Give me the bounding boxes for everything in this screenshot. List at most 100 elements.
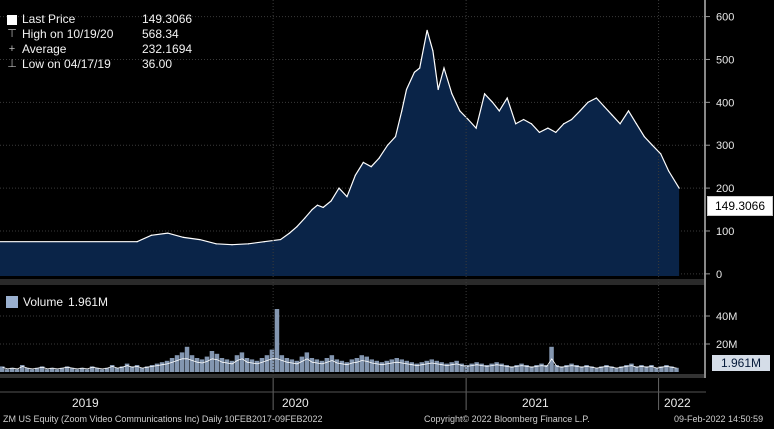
volume-bar: [599, 366, 604, 372]
price-point: [346, 196, 348, 198]
price-point: [378, 157, 380, 159]
volume-bar: [5, 369, 10, 372]
volume-bar: [134, 365, 140, 372]
volume-bar: [269, 349, 275, 372]
price-tick-label: 300: [716, 140, 734, 152]
volume-bar: [604, 365, 609, 372]
volume-bar: [144, 366, 150, 372]
volume-bar: [114, 367, 120, 372]
volume-bar: [519, 363, 524, 372]
price-tick-label: 400: [716, 97, 734, 109]
volume-bar: [404, 360, 409, 372]
legend-value: 568.34: [142, 27, 179, 41]
price-point: [405, 88, 408, 91]
axis-separator: [0, 374, 706, 378]
volume-bar: [574, 365, 579, 372]
volume-bar: [174, 355, 180, 372]
volume-bar: [369, 359, 374, 372]
price-point: [660, 153, 662, 155]
price-point: [263, 241, 265, 243]
volume-bar: [94, 367, 100, 372]
volume-bar: [639, 365, 644, 372]
price-tick-label: 0: [716, 269, 722, 281]
price-point: [538, 131, 541, 133]
price-point: [506, 97, 508, 99]
volume-bar: [374, 360, 379, 372]
volume-bar: [479, 363, 484, 372]
volume-bar: [20, 365, 25, 372]
price-point: [215, 243, 217, 245]
price-area-fill: [0, 30, 680, 276]
volume-bar: [159, 362, 165, 372]
price-tick-label: 500: [716, 54, 734, 66]
legend-value: 36.00: [142, 57, 173, 71]
price-point: [635, 123, 638, 125]
price-point: [451, 93, 453, 95]
volume-bar: [169, 358, 175, 372]
price-point: [386, 144, 389, 146]
volume-axis: 20M 40M: [704, 311, 737, 351]
legend-high: ⊤ High on 10/19/20 568.34: [6, 27, 192, 42]
volume-bar: [569, 363, 574, 372]
volume-bar: [184, 346, 190, 372]
price-point: [401, 110, 403, 112]
year-label-2019: 2019: [72, 396, 99, 410]
legend-label: Low on 04/17/19: [22, 57, 111, 71]
price-point: [678, 187, 680, 189]
volume-bar: [534, 365, 539, 372]
legend-label: High on 10/19/20: [22, 27, 114, 41]
volume-bar: [54, 369, 60, 372]
volume-bar: [10, 367, 15, 372]
price-point: [279, 238, 282, 241]
legend-last-price: Last Price 149.3066: [6, 12, 192, 27]
volume-bar: [309, 358, 315, 372]
volume-bar: [664, 365, 669, 372]
volume-bar: [149, 365, 155, 372]
volume-bar: [229, 360, 235, 372]
price-point: [288, 232, 291, 234]
volume-bar: [584, 365, 589, 372]
legend-value: 149.3066: [142, 12, 193, 26]
volume-bar: [234, 355, 240, 372]
price-point: [437, 88, 439, 91]
price-point: [304, 217, 306, 219]
volume-bar: [349, 359, 355, 372]
volume-bar: [299, 356, 305, 372]
volume-bar: [539, 363, 544, 372]
volume-bar: [99, 369, 105, 372]
price-point: [515, 123, 517, 125]
price-point: [419, 67, 421, 69]
volume-bar: [469, 363, 474, 372]
price-point: [475, 127, 477, 129]
last-price-tag: 149.3066: [707, 196, 773, 216]
price-series: [0, 29, 680, 276]
volume-bar: [659, 366, 664, 372]
volume-bar: [109, 365, 115, 372]
volume-bar: [674, 367, 679, 372]
volume-bar: [634, 366, 639, 372]
volume-bar: [529, 366, 534, 372]
volume-bar: [364, 356, 369, 372]
volume-bar: [244, 358, 250, 372]
volume-bar: [339, 360, 345, 372]
volume-bar: [84, 369, 90, 372]
price-point: [595, 97, 597, 99]
price-point: [370, 166, 372, 168]
volume-bar: [304, 352, 310, 372]
volume-bar: [449, 362, 454, 372]
volume-bar: [359, 355, 364, 372]
price-point: [587, 101, 589, 103]
price-point: [316, 204, 319, 206]
price-point: [354, 174, 356, 176]
panel-separator: [0, 279, 706, 285]
volume-tick-label: 40M: [716, 311, 737, 323]
volume-bar: [239, 352, 245, 372]
price-point: [611, 114, 613, 116]
volume-bar: [649, 365, 654, 372]
volume-bar: [654, 367, 659, 372]
volume-bar: [119, 366, 125, 372]
volume-bar: [484, 365, 489, 372]
volume-bar: [419, 362, 424, 372]
price-point: [426, 29, 428, 31]
volume-bar: [129, 366, 135, 372]
